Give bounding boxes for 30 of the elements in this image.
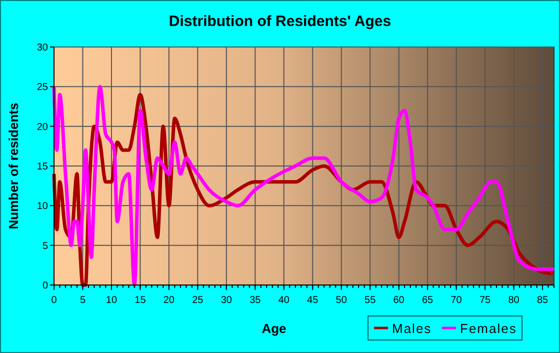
y-tick-label: 25 <box>36 82 48 94</box>
x-tick-label: 5 <box>80 295 86 306</box>
x-tick-label: 70 <box>450 295 462 306</box>
x-tick-label: 40 <box>278 295 290 306</box>
x-tick-label: 75 <box>479 295 492 306</box>
x-tick-label: 20 <box>163 295 175 306</box>
x-tick-label: 45 <box>307 295 319 306</box>
x-tick-label: 50 <box>336 295 348 306</box>
y-tick-label: 30 <box>36 42 48 54</box>
x-tick-label: 65 <box>422 295 434 306</box>
x-tick-label: 85 <box>536 295 549 306</box>
y-tick-label: 15 <box>36 162 48 172</box>
chart-title: Distribution of Residents' Ages <box>168 13 392 30</box>
x-tick-label: 25 <box>192 295 204 306</box>
x-tick-label: 35 <box>250 295 262 306</box>
y-tick-label: 5 <box>42 240 48 252</box>
x-tick-label: 30 <box>220 295 232 306</box>
y-tick-label: 0 <box>42 280 48 292</box>
x-tick-label: 10 <box>106 295 118 306</box>
y-tick-label: 20 <box>36 122 48 133</box>
x-tick-label: 55 <box>364 295 376 306</box>
legend-label: Males <box>392 321 432 336</box>
x-tick-label: 15 <box>134 295 146 306</box>
y-tick-label: 10 <box>36 201 48 212</box>
x-tick-label: 60 <box>393 295 405 306</box>
x-tick-label: 80 <box>508 295 520 306</box>
y-axis-title: Number of residents <box>6 102 21 230</box>
x-tick-label: 0 <box>51 295 58 306</box>
legend-label: Females <box>460 321 517 336</box>
x-axis-title: Age <box>262 321 286 336</box>
